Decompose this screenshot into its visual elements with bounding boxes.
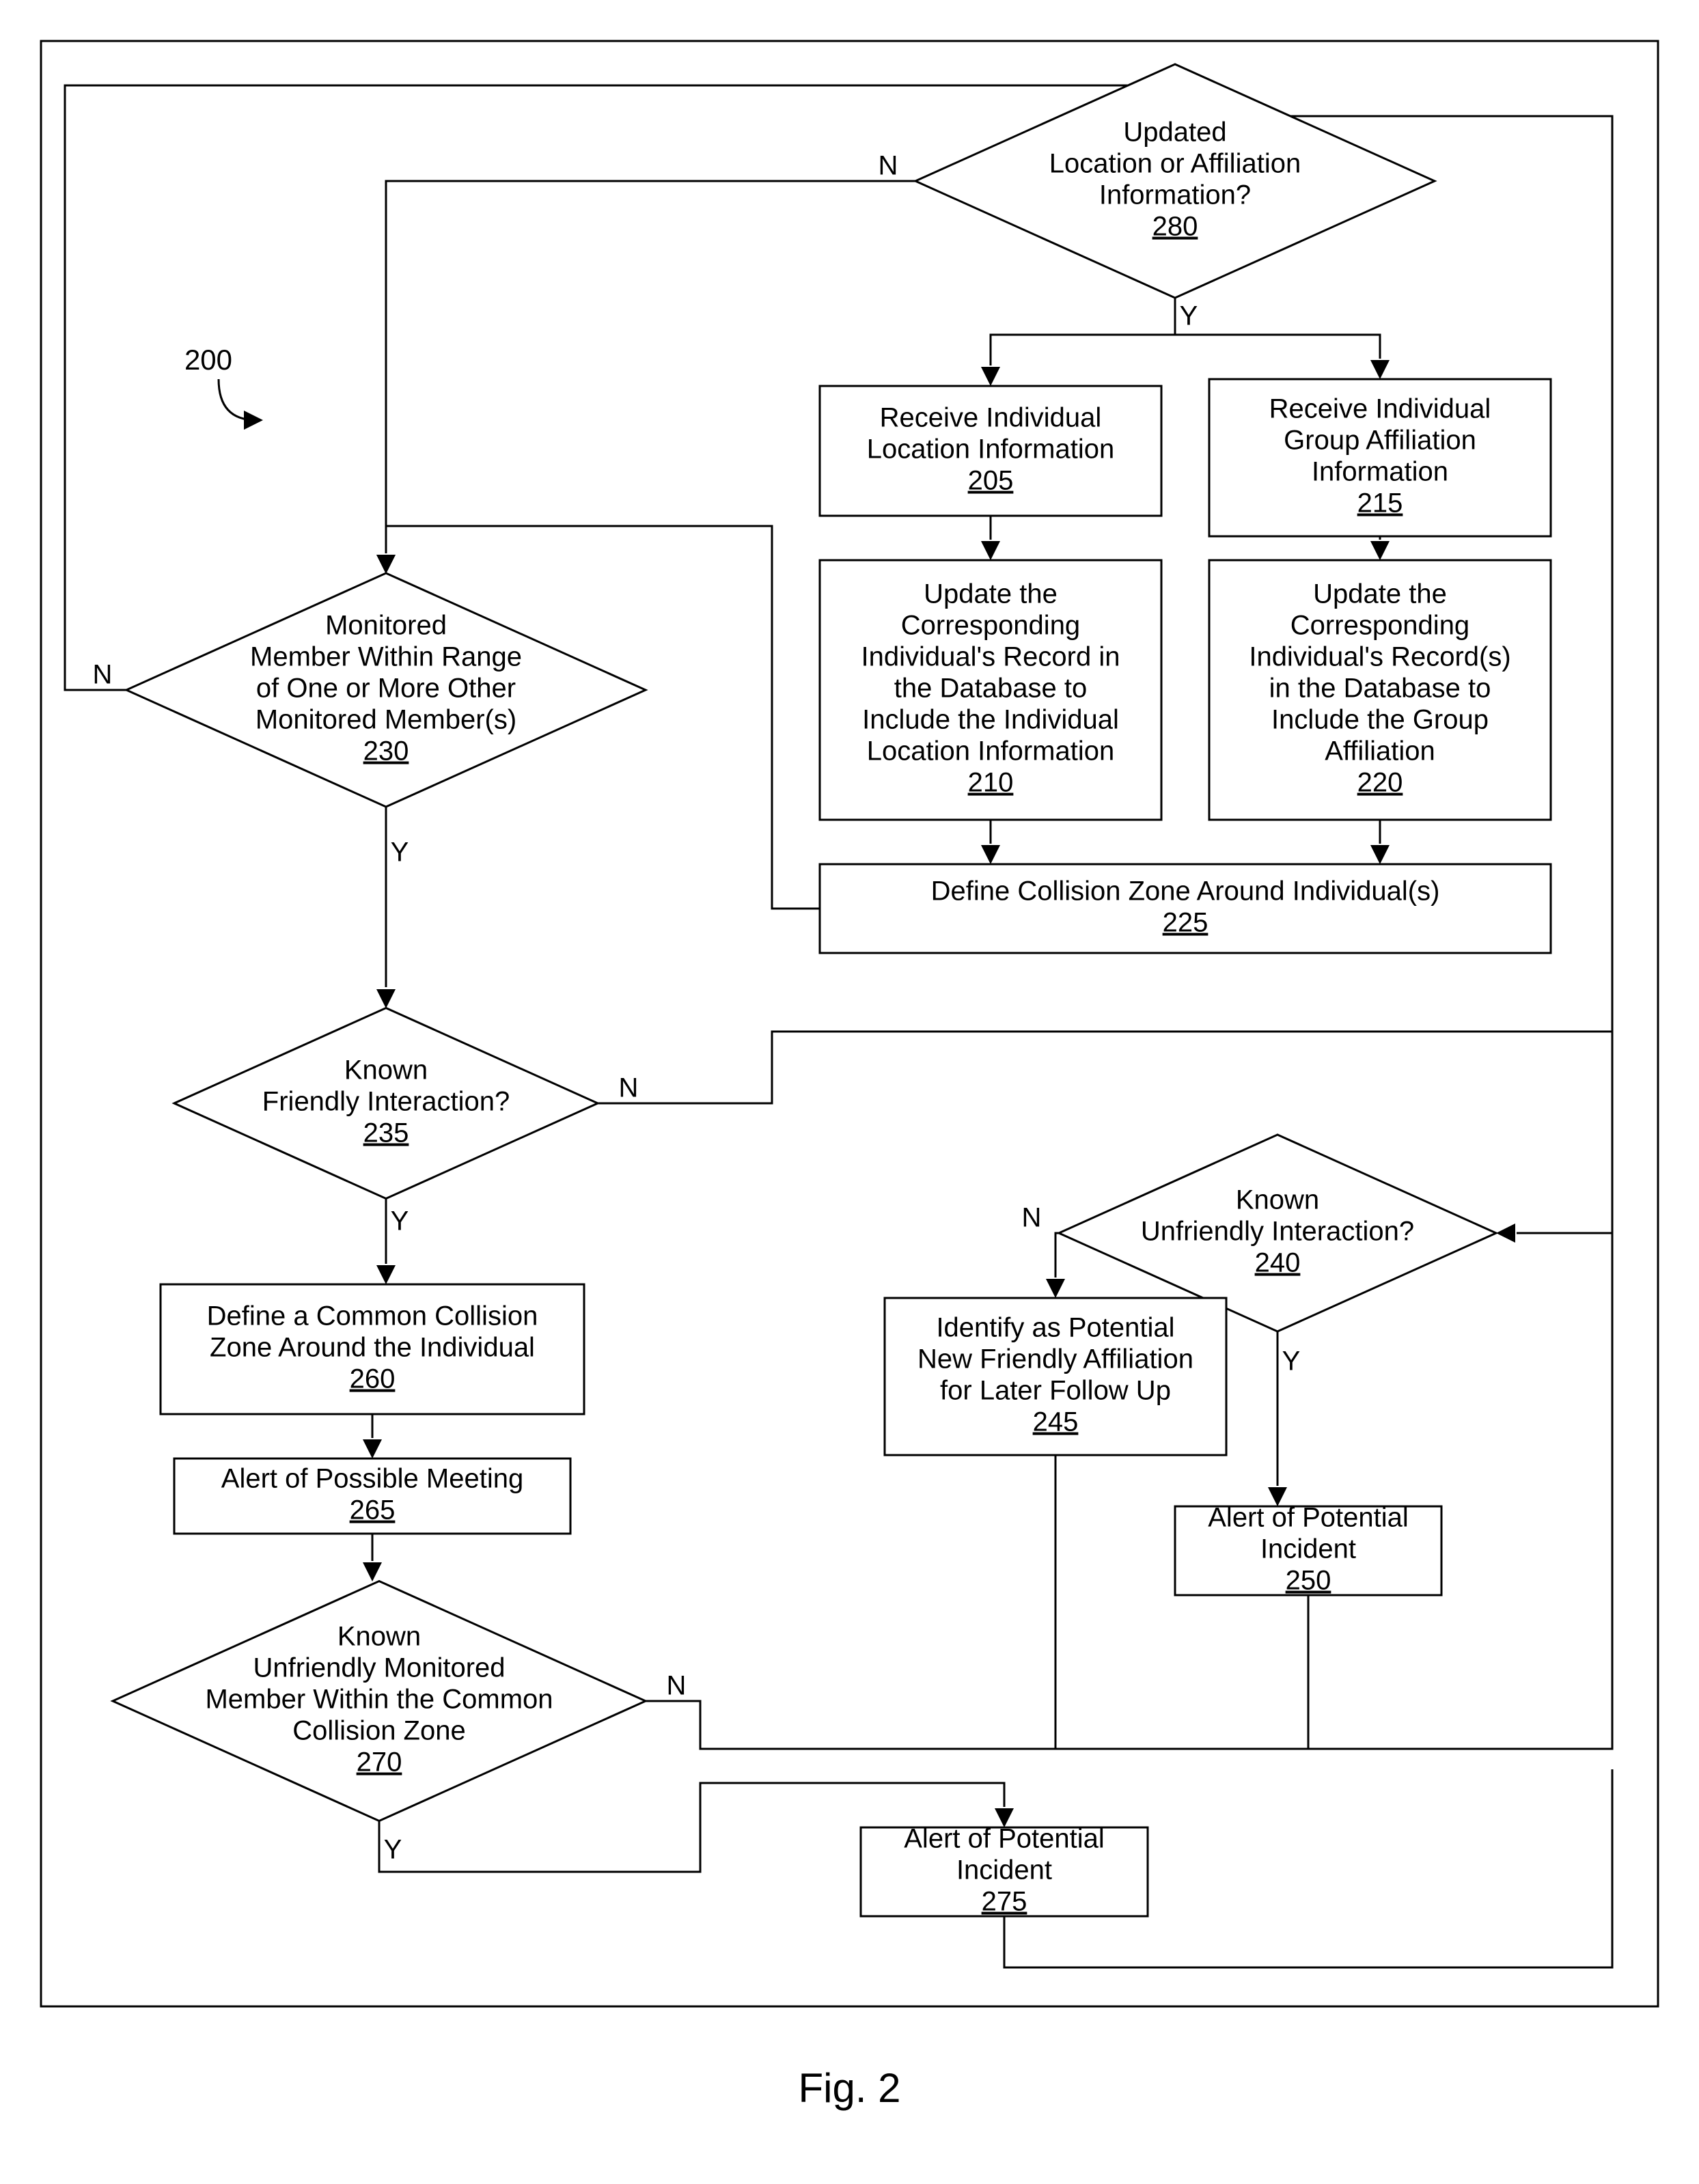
svg-text:Member Within Range: Member Within Range xyxy=(250,642,522,672)
svg-text:235: 235 xyxy=(363,1118,409,1148)
svg-text:the Database to: the Database to xyxy=(894,674,1087,704)
svg-text:280: 280 xyxy=(1152,212,1198,242)
svg-text:Collision Zone: Collision Zone xyxy=(292,1716,465,1746)
svg-text:225: 225 xyxy=(1163,908,1208,938)
svg-text:Incident: Incident xyxy=(956,1855,1052,1885)
svg-text:265: 265 xyxy=(350,1495,396,1525)
node-n265: Alert of Possible Meeting265 xyxy=(174,1459,570,1534)
node-n245: Identify as PotentialNew Friendly Affili… xyxy=(885,1298,1226,1455)
svg-text:Location or Affiliation: Location or Affiliation xyxy=(1049,149,1301,179)
node-n215: Receive IndividualGroup AffiliationInfor… xyxy=(1209,379,1551,536)
svg-text:260: 260 xyxy=(350,1364,396,1394)
svg-text:Y: Y xyxy=(1180,301,1198,331)
svg-text:N: N xyxy=(93,660,113,690)
svg-text:Update the: Update the xyxy=(924,579,1058,609)
svg-text:Zone Around the Individual: Zone Around the Individual xyxy=(210,1333,535,1363)
svg-text:Alert of Potential: Alert of Potential xyxy=(1208,1503,1409,1533)
svg-text:205: 205 xyxy=(968,466,1014,496)
svg-text:Group Affiliation: Group Affiliation xyxy=(1284,426,1476,456)
figure-ref: 200 xyxy=(184,344,232,376)
svg-text:Updated: Updated xyxy=(1123,118,1226,148)
svg-text:N: N xyxy=(619,1073,639,1103)
svg-text:New Friendly Affiliation: New Friendly Affiliation xyxy=(917,1344,1193,1374)
svg-text:Individual's Record(s): Individual's Record(s) xyxy=(1249,642,1510,672)
svg-text:N: N xyxy=(1022,1203,1042,1233)
svg-text:N: N xyxy=(879,151,898,181)
svg-text:Define Collision Zone Around I: Define Collision Zone Around Individual(… xyxy=(931,876,1440,907)
svg-text:Define a Common Collision: Define a Common Collision xyxy=(207,1301,538,1331)
svg-text:230: 230 xyxy=(363,736,409,766)
svg-text:220: 220 xyxy=(1357,768,1403,798)
svg-text:Corresponding: Corresponding xyxy=(1290,611,1469,641)
node-n210: Update theCorrespondingIndividual's Reco… xyxy=(820,560,1161,820)
svg-text:Monitored: Monitored xyxy=(325,611,447,641)
node-n220: Update theCorrespondingIndividual's Reco… xyxy=(1209,560,1551,820)
svg-text:250: 250 xyxy=(1286,1566,1331,1596)
svg-text:Receive Individual: Receive Individual xyxy=(880,403,1102,433)
svg-text:240: 240 xyxy=(1255,1248,1301,1278)
svg-text:Unfriendly Interaction?: Unfriendly Interaction? xyxy=(1141,1217,1414,1247)
svg-text:Y: Y xyxy=(391,1206,409,1236)
svg-text:Known: Known xyxy=(1236,1185,1319,1215)
svg-text:Alert of Potential: Alert of Potential xyxy=(904,1824,1105,1854)
svg-text:Y: Y xyxy=(1282,1346,1301,1377)
svg-text:Member Within the Common: Member Within the Common xyxy=(205,1685,553,1715)
svg-text:Monitored Member(s): Monitored Member(s) xyxy=(255,705,516,735)
node-n225: Define Collision Zone Around Individual(… xyxy=(820,864,1551,953)
svg-text:Identify as Potential: Identify as Potential xyxy=(936,1313,1174,1343)
svg-text:Include the Group: Include the Group xyxy=(1271,705,1489,735)
svg-text:210: 210 xyxy=(968,768,1014,798)
svg-text:Incident: Incident xyxy=(1260,1534,1356,1564)
svg-text:275: 275 xyxy=(982,1887,1027,1917)
svg-text:in the Database to: in the Database to xyxy=(1269,674,1491,704)
svg-text:Alert of Possible Meeting: Alert of Possible Meeting xyxy=(221,1464,523,1494)
svg-text:Friendly Interaction?: Friendly Interaction? xyxy=(262,1087,510,1117)
svg-text:for Later Follow Up: for Later Follow Up xyxy=(940,1376,1171,1406)
svg-text:Information: Information xyxy=(1312,457,1448,487)
svg-text:215: 215 xyxy=(1357,488,1403,519)
svg-text:Corresponding: Corresponding xyxy=(901,611,1080,641)
svg-text:Information?: Information? xyxy=(1099,180,1251,210)
svg-text:Receive Individual: Receive Individual xyxy=(1269,394,1491,424)
node-n275: Alert of PotentialIncident275 xyxy=(861,1824,1148,1917)
svg-text:245: 245 xyxy=(1033,1407,1079,1437)
svg-text:Individual's Record in: Individual's Record in xyxy=(861,642,1120,672)
figure-caption: Fig. 2 xyxy=(798,2065,900,2111)
svg-text:Y: Y xyxy=(384,1835,402,1865)
svg-text:N: N xyxy=(667,1671,687,1701)
node-n260: Define a Common CollisionZone Around the… xyxy=(161,1284,584,1414)
svg-text:270: 270 xyxy=(357,1747,402,1778)
svg-text:Update the: Update the xyxy=(1313,579,1447,609)
node-n205: Receive IndividualLocation Information20… xyxy=(820,386,1161,516)
svg-text:Include the Individual: Include the Individual xyxy=(862,705,1119,735)
node-n250: Alert of PotentialIncident250 xyxy=(1175,1503,1441,1596)
svg-text:Location Information: Location Information xyxy=(867,736,1114,766)
svg-text:Known: Known xyxy=(337,1622,421,1652)
svg-text:Unfriendly Monitored: Unfriendly Monitored xyxy=(253,1653,505,1683)
svg-text:Y: Y xyxy=(391,838,409,868)
svg-text:Known: Known xyxy=(344,1055,428,1086)
svg-text:of One or More Other: of One or More Other xyxy=(256,674,516,704)
svg-text:Affiliation: Affiliation xyxy=(1325,736,1435,766)
svg-text:Location Information: Location Information xyxy=(867,434,1114,465)
